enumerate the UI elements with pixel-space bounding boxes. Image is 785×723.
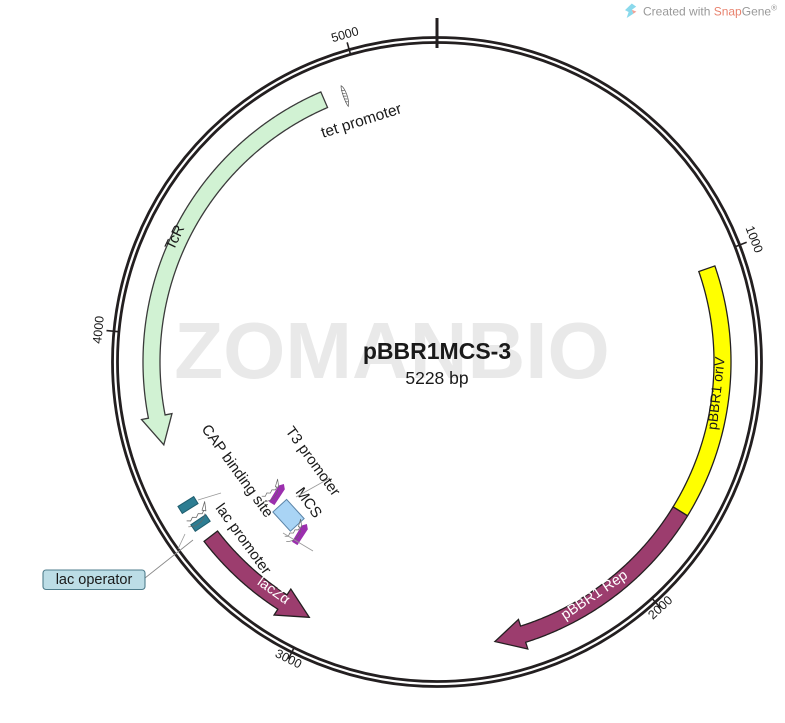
svg-text:tet promoter: tet promoter — [319, 100, 404, 141]
svg-text:Created with SnapGene®: Created with SnapGene® — [643, 4, 777, 19]
svg-text:pBBR1 Rep: pBBR1 Rep — [558, 567, 630, 623]
svg-text:1000: 1000 — [743, 224, 766, 255]
svg-text:CAP binding site: CAP binding site — [198, 421, 277, 520]
svg-text:pBBR1MCS-3: pBBR1MCS-3 — [363, 338, 511, 364]
svg-text:2000: 2000 — [645, 593, 675, 622]
svg-text:5000: 5000 — [330, 24, 361, 45]
svg-text:lac operator: lac operator — [56, 572, 133, 588]
svg-text:5228 bp: 5228 bp — [405, 368, 468, 388]
svg-text:4000: 4000 — [90, 315, 107, 344]
